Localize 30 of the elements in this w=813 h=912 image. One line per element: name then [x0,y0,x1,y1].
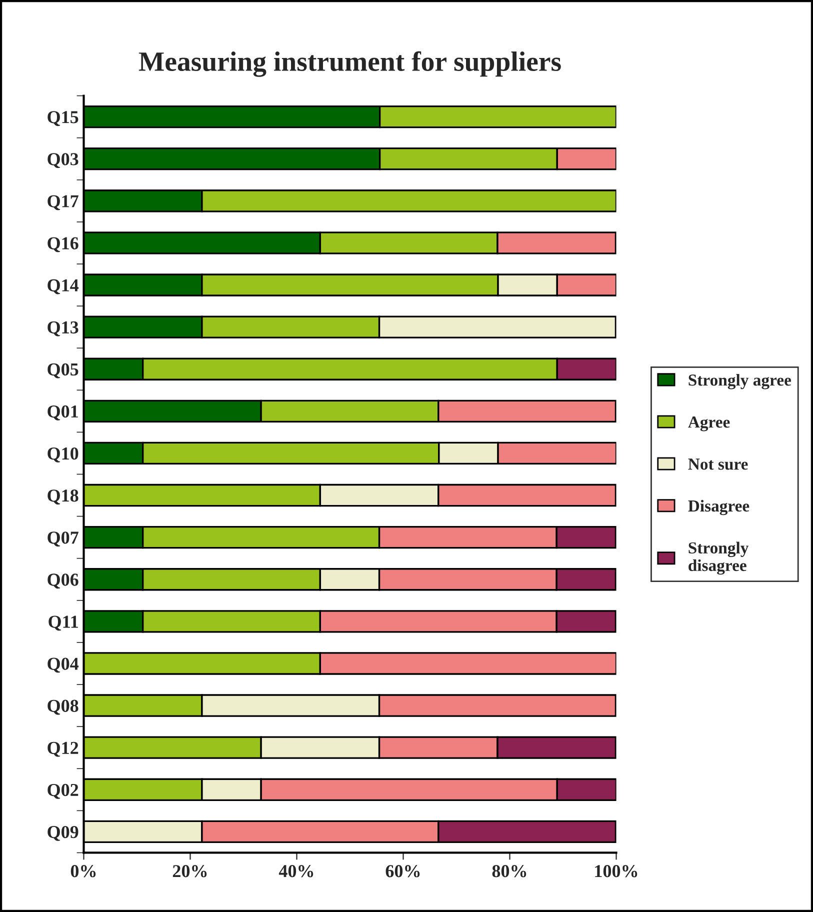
legend-label: Not sure [688,458,748,470]
y-tick-label: Q11 [48,616,78,631]
y-tick-label: Q05 [48,363,78,378]
y-tick-label: Q12 [48,742,78,757]
chart-title: Measuring instrument for suppliers [138,51,561,77]
legend-label: Strongly agree [688,374,792,390]
y-tick-label: Q01 [48,405,78,420]
x-tick-label: 100% [595,865,638,878]
x-tick-label: 20% [172,865,207,878]
y-tick-label: Q02 [48,784,78,799]
legend-label: Agree [688,416,730,432]
x-tick-label: 60% [386,865,420,878]
legend-label: Disagree [688,500,750,516]
y-tick-label: Q14 [48,279,79,294]
y-tick-label: Q09 [48,826,78,841]
y-tick-label: Q13 [48,321,78,336]
x-tick-label: 40% [278,865,314,878]
y-tick-label: Q18 [48,490,78,504]
y-tick-label: Q07 [48,532,78,547]
y-tick-label: Q04 [48,658,79,673]
y-tick-label: Q08 [48,700,78,715]
legend-label: Strongly disagree [688,542,749,575]
x-tick-label: 80% [492,865,526,878]
y-tick-label: Q10 [48,447,78,462]
x-tick-label: 0% [70,865,96,878]
y-tick-label: Q16 [48,237,78,252]
y-tick-label: Q15 [48,111,78,126]
y-tick-label: Q03 [48,153,78,168]
y-tick-label: Q17 [48,195,78,210]
y-tick-label: Q06 [48,574,78,589]
